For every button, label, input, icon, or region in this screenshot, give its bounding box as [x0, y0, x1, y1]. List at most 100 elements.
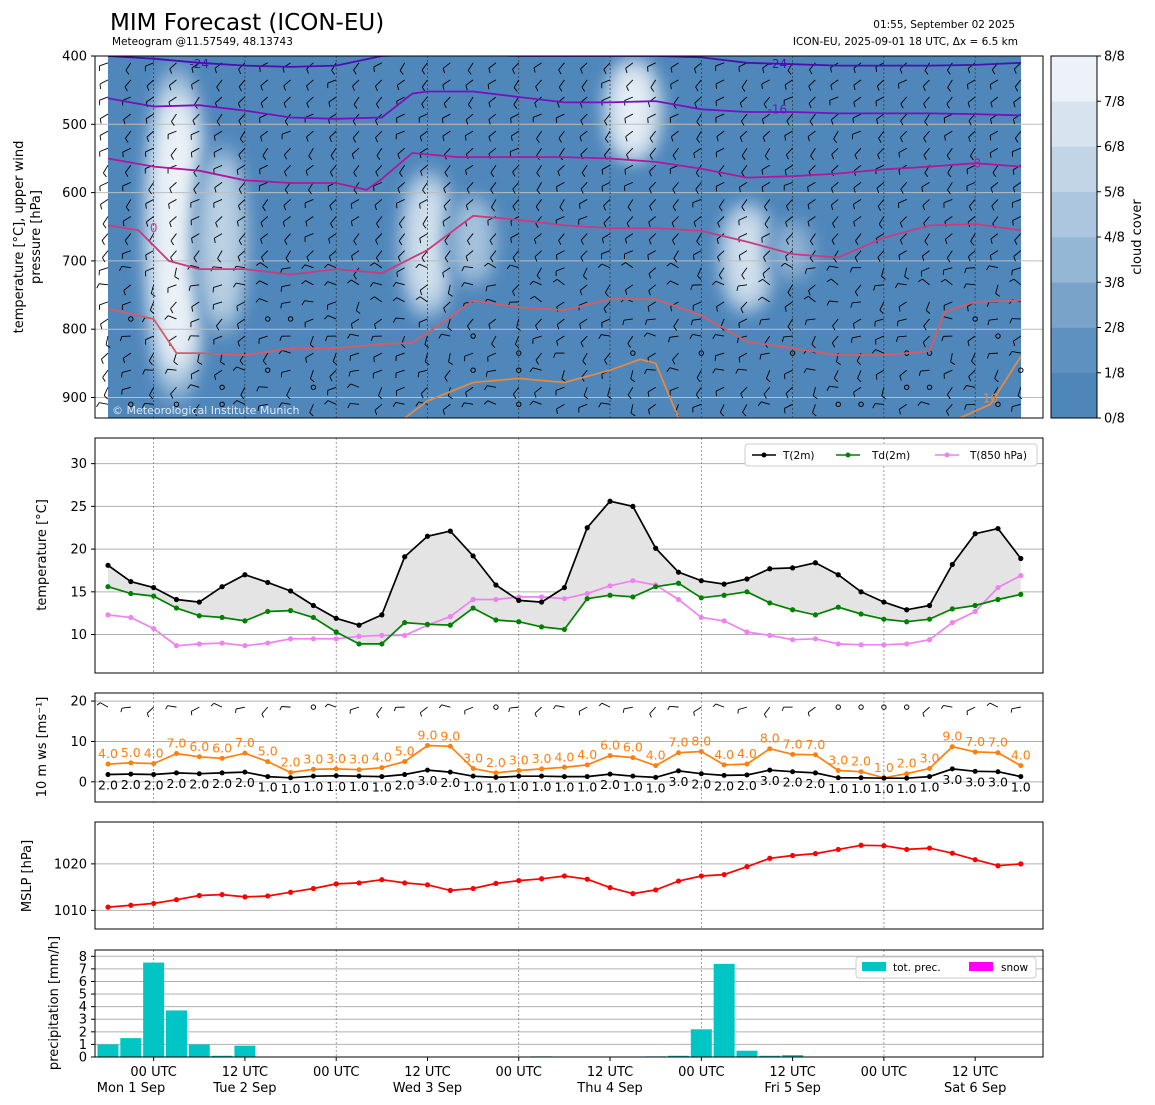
wind-barb-feather — [284, 240, 288, 245]
series-point-1 — [812, 612, 819, 618]
wind-barb-shaft — [696, 113, 702, 123]
wind-barb-feather — [784, 170, 787, 176]
wind-barb-feather — [718, 274, 723, 280]
wind-barb-shaft — [213, 335, 223, 340]
wind-barb-feather — [101, 240, 105, 246]
wind-point-0 — [1018, 763, 1024, 769]
mean-label: 2.0 — [440, 775, 460, 790]
wind-barb-feather — [260, 85, 263, 91]
wind-barb-shaft — [579, 318, 588, 325]
wind-barb-shaft — [102, 250, 109, 258]
series-point-1 — [904, 619, 910, 625]
gust-label: 9.0 — [942, 729, 962, 744]
wind-barb-shaft — [213, 301, 223, 305]
wind-point-0 — [447, 743, 453, 749]
wind-barb-feather — [580, 240, 584, 245]
wind-point-1 — [151, 772, 157, 778]
wind-point-0 — [516, 768, 522, 774]
wind-barb-feather — [232, 366, 237, 371]
wind-barb-feather — [579, 290, 583, 296]
wind-barb-shaft — [102, 165, 109, 174]
wind-barb-shaft — [739, 130, 748, 138]
series-point-0 — [379, 612, 385, 618]
wind-barb-shaft — [215, 96, 223, 104]
wind-barb-shaft — [419, 296, 428, 303]
wind-barb-feather — [946, 257, 951, 263]
wind-barb-feather — [220, 361, 225, 365]
wind-barb-shaft — [830, 199, 839, 206]
wind-barb-feather — [647, 118, 649, 124]
wind-barb-feather — [807, 186, 809, 192]
wind-barb-feather — [941, 336, 944, 342]
series-point-0 — [516, 597, 522, 603]
wind-barb-feather — [940, 278, 946, 283]
wind-point-0 — [698, 749, 704, 755]
wind-barb-feather — [375, 137, 378, 143]
wind-barb-feather — [647, 306, 650, 312]
wind-barb-shaft — [831, 335, 839, 344]
wind-barb-shaft — [488, 130, 497, 138]
wind-barb-feather — [601, 169, 604, 175]
wind-dir-barb — [236, 706, 246, 710]
wind-barb-feather — [536, 189, 541, 195]
mean-label: 1.0 — [623, 779, 643, 794]
wind-barb-feather — [441, 118, 444, 124]
chart-title: MIM Forecast (ICON-EU) — [110, 10, 384, 36]
wind-barb-feather — [579, 323, 582, 329]
wind-barb-feather — [351, 255, 354, 261]
wind-point-1 — [561, 774, 567, 780]
wind-barb-shaft — [442, 403, 451, 411]
wind-barb-shaft — [897, 283, 907, 286]
wind-barb-feather — [830, 67, 832, 73]
wind-barb-feather — [309, 412, 314, 417]
wind-point-1 — [995, 769, 1001, 775]
wind-barb-shaft — [260, 233, 269, 240]
calm-marker — [470, 367, 476, 373]
wind-barb-shaft — [327, 79, 337, 84]
gust-label: 2.0 — [486, 755, 506, 770]
wind-barb-feather — [438, 333, 442, 339]
wind-barb-shaft — [327, 400, 337, 405]
precip-legend: tot. prec. snow — [855, 956, 1037, 979]
wind-barb-shaft — [418, 113, 428, 118]
wind-barb-feather — [191, 67, 194, 73]
wind-barb-feather — [447, 327, 453, 331]
wind-barb-shaft — [535, 318, 542, 326]
wind-point-1 — [128, 771, 134, 777]
isotherm-label: -8 — [969, 157, 981, 171]
wind-barb-shaft — [373, 369, 382, 374]
wind-barb-feather — [924, 240, 929, 246]
series-point-0 — [972, 531, 978, 537]
wind-barb-shaft — [897, 335, 907, 338]
wind-barb-shaft — [558, 79, 565, 88]
wind-barb-shaft — [447, 284, 451, 294]
wind-barb-feather — [741, 87, 746, 92]
temperature-panel-frame — [94, 437, 1044, 674]
wind-barb-feather — [352, 85, 355, 91]
wind-barb-shaft — [516, 318, 520, 328]
wind-barb-shaft — [623, 318, 633, 321]
wind-barb-shaft — [874, 403, 884, 405]
mslp-point — [835, 846, 841, 853]
wind-barb-feather — [513, 87, 518, 92]
wind-point-0 — [128, 760, 134, 766]
wind-barb-feather — [672, 189, 676, 194]
calm-marker — [926, 384, 933, 390]
wind-barb-feather — [146, 85, 150, 91]
wind-point-0 — [265, 759, 271, 765]
wind-barb-feather — [169, 188, 172, 194]
wind-barb-shaft — [374, 199, 383, 206]
wind-barb-feather — [420, 170, 423, 176]
wind-barb-feather — [370, 296, 375, 300]
wind-barb-feather — [448, 293, 453, 297]
wind-point-1 — [265, 774, 271, 780]
wind-dir-feather — [96, 702, 101, 706]
wind-barb-shaft — [649, 130, 657, 139]
wind-barb-feather — [149, 309, 155, 314]
wind-barb-shaft — [331, 62, 337, 71]
wind-barb-shaft — [946, 404, 953, 412]
wind-barb-feather — [330, 155, 335, 160]
wind-barb-feather — [1009, 318, 1013, 324]
wind-barb-shaft — [969, 147, 976, 157]
